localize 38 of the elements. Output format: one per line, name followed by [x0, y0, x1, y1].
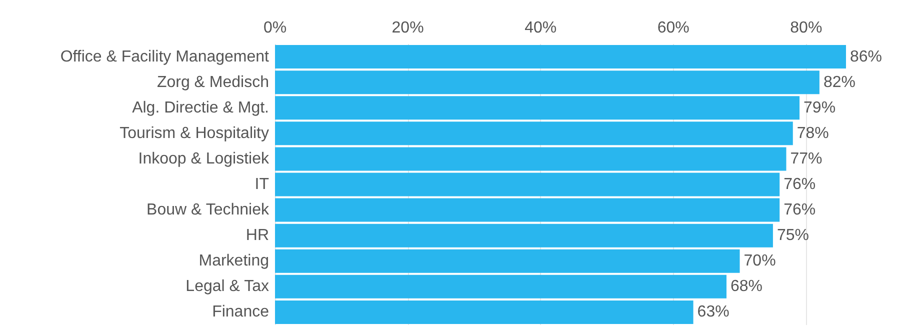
bar — [275, 198, 780, 222]
bar — [275, 96, 800, 120]
bar — [275, 45, 846, 69]
data-label: 77% — [790, 150, 822, 168]
data-label: 86% — [850, 48, 882, 66]
y-tick-label: Zorg & Medisch — [156, 74, 269, 91]
bar — [275, 249, 740, 273]
data-label: 70% — [744, 252, 776, 270]
y-tick-label: Marketing — [198, 252, 269, 270]
bar — [275, 172, 780, 196]
y-tick-label: Alg. Directie & Mgt. — [132, 99, 269, 116]
bar — [275, 70, 820, 94]
data-label: 82% — [823, 74, 856, 91]
y-tick-label: Finance — [212, 304, 270, 321]
y-tick-label: Inkoop & Logistiek — [138, 150, 270, 168]
data-label: 76% — [784, 176, 816, 193]
y-tick-label: HR — [246, 227, 269, 244]
bar — [275, 122, 793, 146]
data-label: 78% — [796, 124, 829, 142]
y-tick-label: Office & Facility Management — [60, 48, 270, 66]
x-tick-label: 40% — [524, 20, 557, 36]
bar — [275, 147, 786, 171]
y-tick-label: Tourism & Hospitality — [120, 124, 269, 142]
data-label: 63% — [697, 304, 730, 321]
y-tick-label: Bouw & Techniek — [146, 202, 270, 219]
bar — [275, 274, 726, 298]
data-label: 68% — [730, 278, 763, 296]
bar — [275, 224, 773, 248]
data-label: 75% — [776, 227, 809, 244]
y-tick-label: Legal & Tax — [186, 278, 269, 296]
x-tick-label: 60% — [657, 20, 690, 36]
data-label: 76% — [784, 202, 816, 219]
data-label: 79% — [804, 99, 836, 116]
x-tick-label: 20% — [392, 20, 424, 36]
bar — [275, 300, 694, 324]
y-tick-label: IT — [254, 176, 270, 193]
x-tick-label: 80% — [790, 20, 822, 36]
x-tick-label: 0% — [263, 20, 287, 36]
